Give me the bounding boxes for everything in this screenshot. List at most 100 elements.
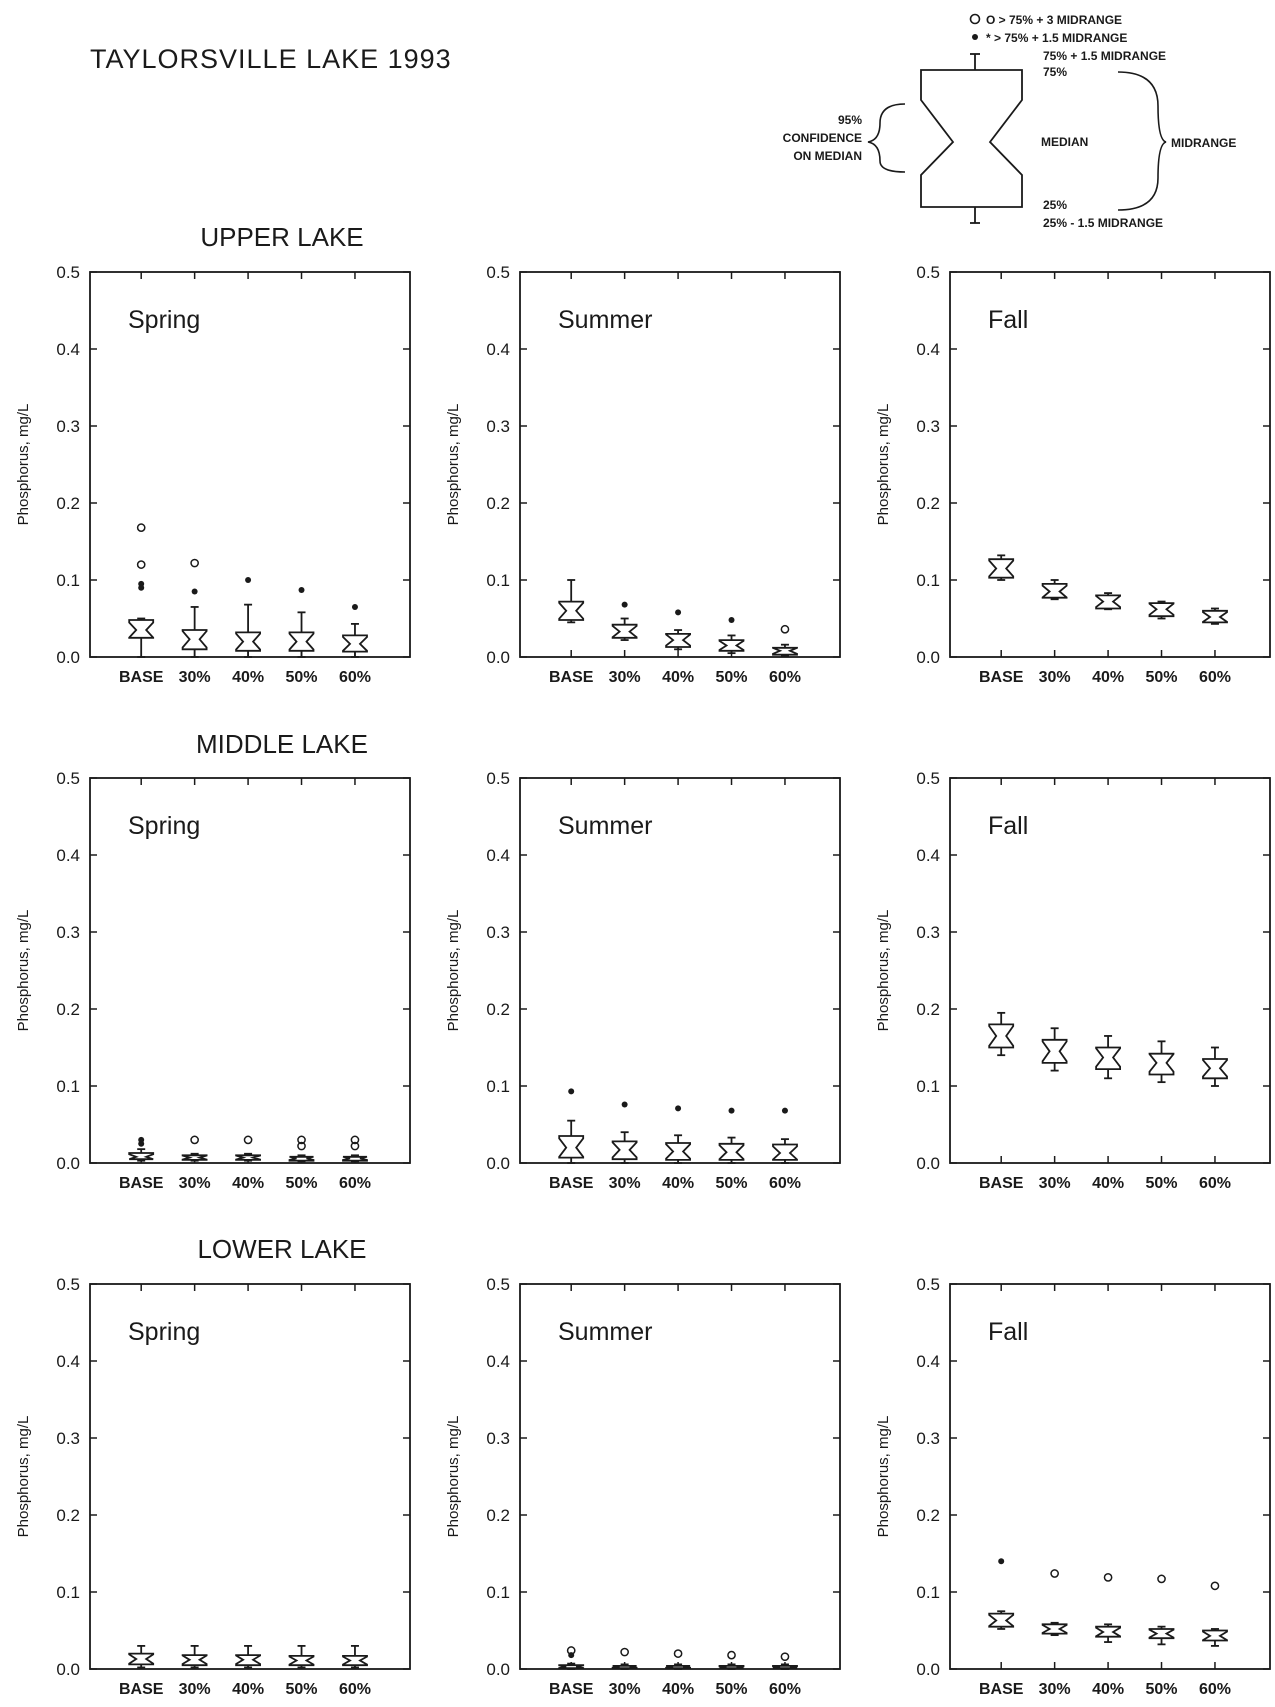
notched-box [988, 558, 1015, 579]
season-label: Fall [988, 812, 1028, 840]
chart-panel-lower-lake-summer: 0.0 0.1 0.2 0.3 0.4 0.5 Phosphorus, mg/L Summer… [445, 1275, 841, 1698]
x-tick-label: 40% [1092, 669, 1124, 686]
box-mark [665, 609, 691, 651]
notched-box [1148, 1052, 1175, 1076]
y-tick-label: 0.0 [486, 1660, 510, 1679]
notched-box [1041, 1623, 1068, 1635]
y-tick-label: 0.1 [486, 571, 510, 590]
x-tick-label: 30% [609, 669, 641, 686]
season-label: Fall [988, 306, 1028, 334]
outlier-near-point [728, 1107, 735, 1114]
box-mark [128, 523, 155, 658]
x-tick-label: 60% [339, 1175, 371, 1192]
y-tick-label: 0.1 [916, 1583, 940, 1602]
notched-box [342, 1655, 368, 1667]
x-tick-label: 30% [1039, 1175, 1071, 1192]
x-tick-label: 30% [179, 1681, 211, 1698]
legend-ci-brace [867, 103, 906, 173]
outlier-far-point [780, 1652, 790, 1662]
x-tick-label: 40% [232, 669, 264, 686]
plot-frame [949, 777, 1271, 1164]
y-tick-label: 0.2 [56, 494, 80, 513]
notched-box [342, 634, 368, 653]
y-tick-label: 0.3 [486, 417, 510, 436]
box-mark [772, 1652, 798, 1670]
notched-box [988, 1023, 1015, 1049]
notched-box [718, 1142, 745, 1161]
box-mark [235, 1135, 262, 1162]
y-tick-label: 0.4 [486, 340, 510, 359]
outlier-far-point [350, 1141, 360, 1151]
box-mark [1095, 1035, 1121, 1080]
season-label: Summer [558, 1318, 652, 1346]
x-tick-label: 30% [1039, 669, 1071, 686]
section-title-middle: MIDDLE LAKE [196, 729, 368, 759]
notched-box [558, 600, 585, 621]
outlier-far-point [136, 560, 146, 569]
legend-outlier-near: * > 75% + 1.5 MIDRANGE [986, 31, 1127, 45]
season-label: Fall [988, 1318, 1028, 1346]
outlier-near-point [351, 603, 358, 610]
y-axis-label: Phosphorus, mg/L [15, 1416, 32, 1538]
box-mark [1202, 1581, 1228, 1647]
y-tick-label: 0.1 [916, 1077, 940, 1096]
box-mark [288, 587, 315, 658]
x-tick-label: 60% [339, 1681, 371, 1698]
x-tick-label: 40% [1092, 1175, 1124, 1192]
box-mark [288, 1645, 315, 1669]
y-tick-label: 0.4 [56, 340, 80, 359]
figure-title: TAYLORSVILLE LAKE 1993 [90, 44, 452, 74]
y-tick-label: 0.5 [486, 769, 510, 788]
x-tick-label: 60% [769, 1681, 801, 1698]
legend-median: MEDIAN [1041, 135, 1088, 149]
chart-panel-middle-lake-spring: 0.0 0.1 0.2 0.3 0.4 0.5 Phosphorus, mg/L Spring… [15, 769, 411, 1192]
x-tick-label: 60% [769, 1175, 801, 1192]
box-mark [1148, 1040, 1175, 1084]
y-axis-label: Phosphorus, mg/L [15, 404, 32, 526]
y-tick-label: 0.4 [916, 846, 940, 865]
x-tick-label: 40% [232, 1681, 264, 1698]
outlier-near-point [245, 577, 252, 583]
outlier-far-point [297, 1135, 306, 1145]
chart-panel-lower-lake-fall: 0.0 0.1 0.2 0.3 0.4 0.5 Phosphorus, mg/L Fall BA… [875, 1275, 1271, 1698]
notched-box [235, 631, 262, 652]
outlier-near-point [298, 587, 305, 594]
y-tick-label: 0.0 [916, 648, 940, 667]
box-mark [181, 1135, 208, 1162]
x-tick-label: 40% [232, 1175, 264, 1192]
y-tick-label: 0.1 [56, 1077, 80, 1096]
y-tick-label: 0.5 [916, 263, 940, 282]
x-tick-label: 30% [609, 1175, 641, 1192]
notched-box [1095, 1625, 1121, 1638]
x-tick-label: 50% [286, 1175, 318, 1192]
x-tick-label: 40% [1092, 1681, 1124, 1698]
outlier-far-point [1050, 1569, 1059, 1578]
box-mark [342, 1645, 368, 1669]
box-mark [235, 577, 262, 658]
season-label: Summer [558, 812, 652, 840]
outlier-near-point [621, 1101, 628, 1108]
y-tick-label: 0.0 [56, 648, 80, 667]
x-tick-label: 60% [339, 669, 371, 686]
notched-box [235, 1154, 262, 1161]
x-tick-label: BASE [549, 669, 594, 686]
x-tick-label: 50% [1146, 669, 1178, 686]
notched-box [665, 1142, 691, 1161]
box-mark [988, 554, 1015, 581]
x-tick-label: 50% [716, 1175, 748, 1192]
y-axis-label: Phosphorus, mg/L [875, 910, 892, 1032]
box-mark [1148, 1574, 1175, 1646]
box-mark [342, 1135, 368, 1163]
x-tick-label: 60% [769, 669, 801, 686]
legend-notched-box [920, 69, 1023, 208]
outlier-far-point [297, 1141, 306, 1151]
chart-panel-middle-lake-fall: 0.0 0.1 0.2 0.3 0.4 0.5 Phosphorus, mg/L Fall BA… [875, 769, 1271, 1192]
x-tick-label: 30% [609, 1681, 641, 1698]
y-tick-label: 0.5 [486, 263, 510, 282]
legend-midrange: MIDRANGE [1171, 136, 1236, 150]
notched-box [665, 633, 691, 648]
box-mark [988, 1011, 1015, 1057]
y-axis-label: Phosphorus, mg/L [445, 1416, 462, 1538]
chart-panel-upper-lake-fall: 0.0 0.1 0.2 0.3 0.4 0.5 Phosphorus, mg/L Fall BA… [875, 263, 1271, 686]
notched-box [1095, 1046, 1121, 1070]
